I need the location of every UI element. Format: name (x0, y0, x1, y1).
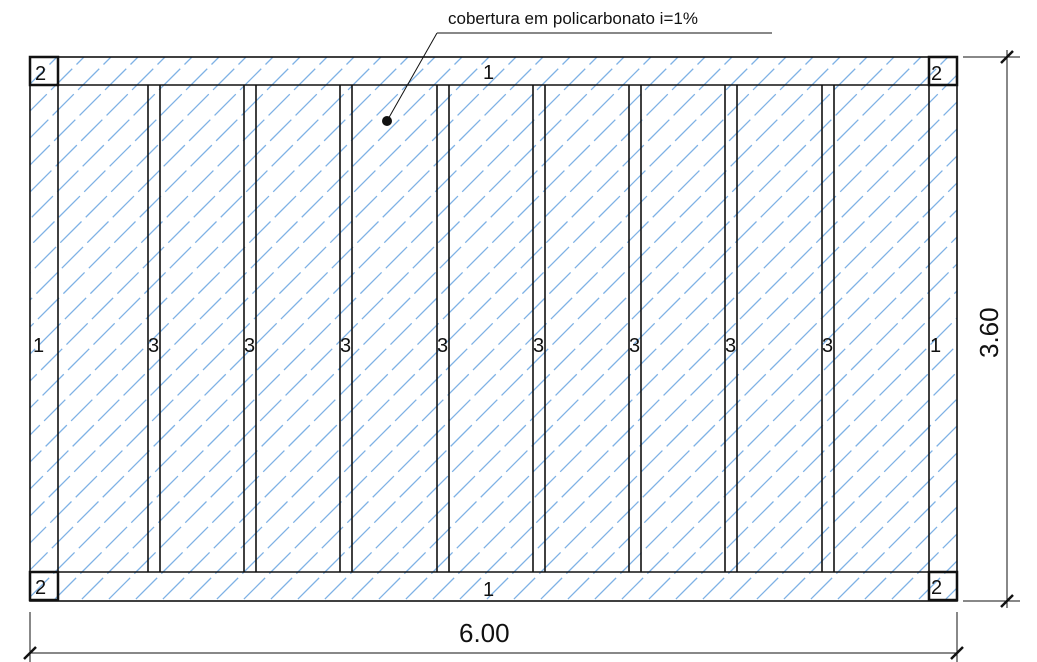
hatch-line (295, 57, 841, 601)
column-bottom-right (927, 570, 959, 602)
column-label-top-right: 2 (931, 63, 942, 85)
hatch-line (133, 57, 679, 601)
hatch-line (322, 57, 868, 601)
column-top-right (927, 55, 959, 87)
hatch-line (889, 533, 957, 601)
bottom-beam-label: 1 (483, 579, 494, 601)
purlin-label: 3 (340, 335, 351, 357)
width-dimension-label: 6.00 (459, 618, 510, 648)
purlins: 3 3 3 3 3 3 3 3 (147, 85, 835, 572)
purlin-label: 3 (629, 335, 640, 357)
purlin-label: 3 (148, 335, 159, 357)
left-beam-label: 1 (33, 335, 44, 357)
hatch-line (30, 57, 409, 436)
hatch-line (916, 560, 957, 601)
column-label-top-left: 2 (35, 63, 46, 85)
annotation-leader-dot (382, 116, 392, 126)
hatch-line (79, 57, 625, 601)
annotation-leader (386, 32, 438, 122)
column-label-bottom-right: 2 (931, 577, 942, 599)
column-top-left (28, 55, 60, 87)
hatch-line (30, 57, 355, 382)
hatch-line (30, 57, 463, 490)
hatch-line (30, 57, 436, 463)
hatch-line (30, 57, 517, 544)
hatch-line (30, 57, 139, 166)
roof-covering-note: cobertura em policarbonato i=1% (448, 9, 698, 28)
purlin-label: 3 (437, 335, 448, 357)
hatch-line (511, 155, 957, 601)
hatch-line (30, 57, 247, 274)
hatch-line (30, 57, 85, 112)
height-dimension (963, 50, 1020, 608)
hatch-line (430, 74, 957, 601)
hatch-line (30, 57, 544, 571)
hatch-line (30, 57, 112, 139)
right-beam-label: 1 (930, 335, 941, 357)
hatch-line (565, 209, 957, 601)
hatch-line (727, 371, 957, 601)
roof-outline (29, 56, 958, 602)
top-beam-label: 1 (483, 62, 494, 84)
width-dimension (23, 612, 964, 662)
hatch-line (214, 57, 760, 601)
purlin-label: 3 (533, 335, 544, 357)
hatch-line (619, 263, 957, 601)
hatch-line (943, 587, 957, 601)
hatch-line (808, 452, 957, 601)
hatch-line (30, 57, 220, 247)
hatch-line (646, 290, 957, 601)
hatch-line (30, 57, 166, 193)
hatch-line (349, 57, 895, 601)
hatch-line (673, 317, 957, 601)
hatch-line (187, 57, 733, 601)
hatch-line (376, 57, 922, 601)
hatch-line (241, 57, 787, 601)
hatch-line (781, 425, 957, 601)
purlin-label: 3 (244, 335, 255, 357)
hatch-line (457, 101, 957, 601)
hatch-line (835, 479, 957, 601)
hatch-line (403, 57, 949, 601)
hatch-line (30, 57, 193, 220)
hatch-line (538, 182, 957, 601)
hatch-line (30, 57, 274, 301)
hatch-line (106, 57, 652, 601)
hatch-line (700, 344, 957, 601)
hatch-line (30, 57, 328, 355)
column-bottom-left (28, 570, 60, 602)
hatch-line (30, 57, 382, 409)
purlin-label: 3 (725, 335, 736, 357)
hatch-line (30, 57, 571, 598)
hatch-line (754, 398, 957, 601)
purlin-label: 3 (822, 335, 833, 357)
column-label-bottom-left: 2 (35, 577, 46, 599)
hatch-line (592, 236, 957, 601)
height-dimension-label: 3.60 (974, 307, 1004, 358)
hatch-line (862, 506, 957, 601)
hatch-line (30, 57, 301, 328)
hatch-line (52, 57, 598, 601)
